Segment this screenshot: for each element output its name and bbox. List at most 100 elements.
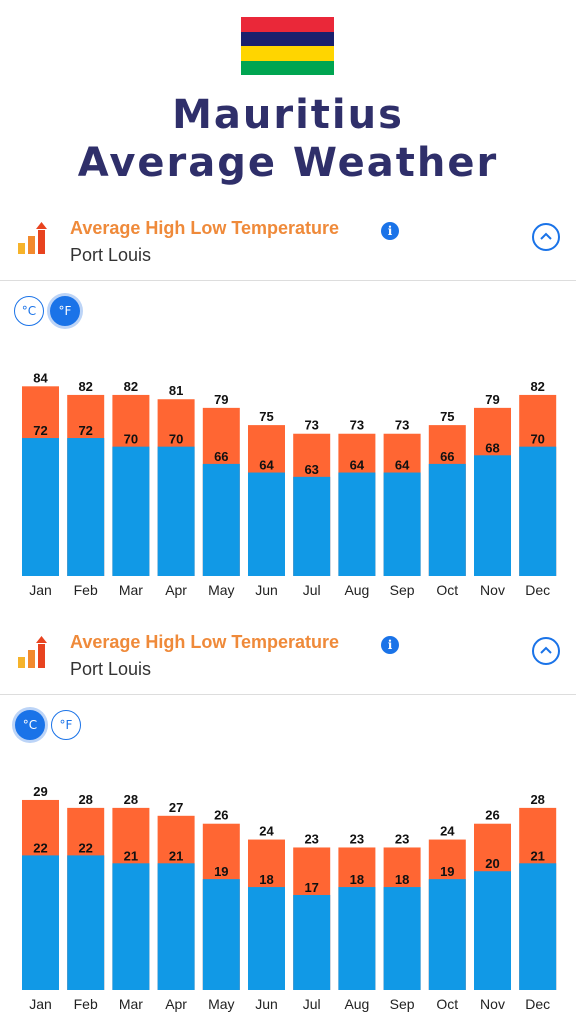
page-title-line2: Average Weather [77,140,499,186]
high-value-label: 73 [350,418,364,433]
low-bar [67,855,105,990]
low-bar [428,463,466,576]
high-value-label: 79 [485,392,499,407]
low-value-label: 66 [440,449,454,464]
low-bar [202,879,240,990]
low-bar [248,472,285,576]
divider [0,694,576,695]
high-value-label: 28 [124,792,138,807]
bar-group-sep: 23 18 Sep [383,831,421,1012]
high-value-label: 24 [259,824,274,839]
high-value-label: 27 [169,800,183,815]
unit-toggle-celsius[interactable]: °C [15,710,45,740]
low-bar [157,446,195,576]
low-bar [428,879,466,990]
low-value-label: 19 [214,864,228,879]
flag-stripe-blue [241,31,334,46]
low-bar [293,476,331,576]
divider [0,280,576,281]
low-value-label: 70 [124,432,138,447]
bar-group-dec: 28 21 Dec [519,792,557,1012]
low-bar [157,863,195,990]
month-tick-label: Jul [303,582,321,598]
month-tick-label: Jun [255,996,278,1012]
low-value-label: 68 [485,440,499,455]
month-tick-label: Feb [74,582,98,598]
low-value-label: 70 [530,432,544,447]
low-value-label: 20 [485,856,499,871]
high-value-label: 28 [530,792,544,807]
high-value-label: 82 [78,379,92,394]
page-title-line1: Mauritius [172,92,404,138]
low-bar [338,472,376,576]
low-value-label: 22 [33,840,47,855]
bar-group-apr: 27 21 Apr [157,800,195,1012]
info-icon[interactable]: i [381,222,399,240]
month-tick-label: Aug [344,582,369,598]
high-value-label: 75 [259,409,273,424]
low-value-label: 21 [124,848,138,863]
low-bar [22,855,59,990]
low-value-label: 64 [350,458,365,473]
bar-group-may: 26 19 May [202,808,240,1012]
high-value-label: 82 [124,379,138,394]
month-tick-label: Jan [29,582,52,598]
month-tick-label: Sep [390,582,415,598]
low-value-label: 22 [78,840,92,855]
low-value-label: 18 [350,872,364,887]
unit-toggle-celsius[interactable]: °C [14,296,44,326]
high-value-label: 24 [440,824,455,839]
unit-toggle-fahrenheit[interactable]: °F [50,296,80,326]
high-value-label: 23 [304,831,318,846]
low-bar [112,863,150,990]
low-bar [474,871,511,990]
low-value-label: 19 [440,864,454,879]
card-title: Average High Low Temperature [70,218,340,238]
month-tick-label: Jun [255,582,278,598]
month-tick-label: Aug [344,996,369,1012]
card-header-fahrenheit: Average High Low Temperature i Port Loui… [0,213,576,283]
temperature-bars-icon [18,636,47,668]
month-tick-label: Jan [29,996,52,1012]
low-value-label: 70 [169,432,183,447]
low-value-label: 63 [304,462,318,477]
low-bar [248,887,285,990]
month-tick-label: Feb [74,996,98,1012]
mauritius-flag [241,17,334,75]
card-subtitle: Port Louis [70,659,152,679]
month-tick-label: Dec [525,582,550,598]
collapse-chevron-up-icon[interactable] [532,637,560,665]
card-subtitle: Port Louis [70,245,152,265]
bar-group-jul: 23 17 Jul [293,831,331,1012]
high-value-label: 26 [214,808,228,823]
month-tick-label: Mar [119,996,143,1012]
bar-group-apr: 81 70 Apr [157,383,195,598]
card-title: Average High Low Temperature [70,632,340,652]
bar-group-mar: 82 70 Mar [112,379,150,598]
unit-toggle-fahrenheit[interactable]: °F [51,710,81,740]
bar-group-oct: 24 19 Oct [428,824,466,1012]
collapse-chevron-up-icon[interactable] [532,223,560,251]
bar-group-jul: 73 63 Jul [293,418,331,598]
month-tick-label: May [208,582,234,598]
bar-group-feb: 28 22 Feb [67,792,105,1012]
low-value-label: 64 [259,458,274,473]
month-tick-label: May [208,996,234,1012]
low-bar [338,887,376,990]
low-bar [112,446,150,576]
low-value-label: 66 [214,449,228,464]
low-bar [67,438,105,576]
temperature-chart-celsius: 29 22 Jan 28 22 Feb 28 21 Mar 27 21 Apr 26 19 May 24 18 J… [22,784,557,1012]
bar-group-oct: 75 66 Oct [428,409,466,598]
high-value-label: 23 [395,831,409,846]
low-value-label: 17 [304,880,318,895]
bar-group-dec: 82 70 Dec [519,379,557,598]
high-value-label: 26 [485,808,499,823]
low-bar [383,472,421,576]
low-value-label: 18 [259,872,273,887]
month-tick-label: Oct [436,996,458,1012]
bar-group-nov: 79 68 Nov [474,392,511,598]
low-bar [383,887,421,990]
month-tick-label: Dec [525,996,550,1012]
info-icon[interactable]: i [381,636,399,654]
